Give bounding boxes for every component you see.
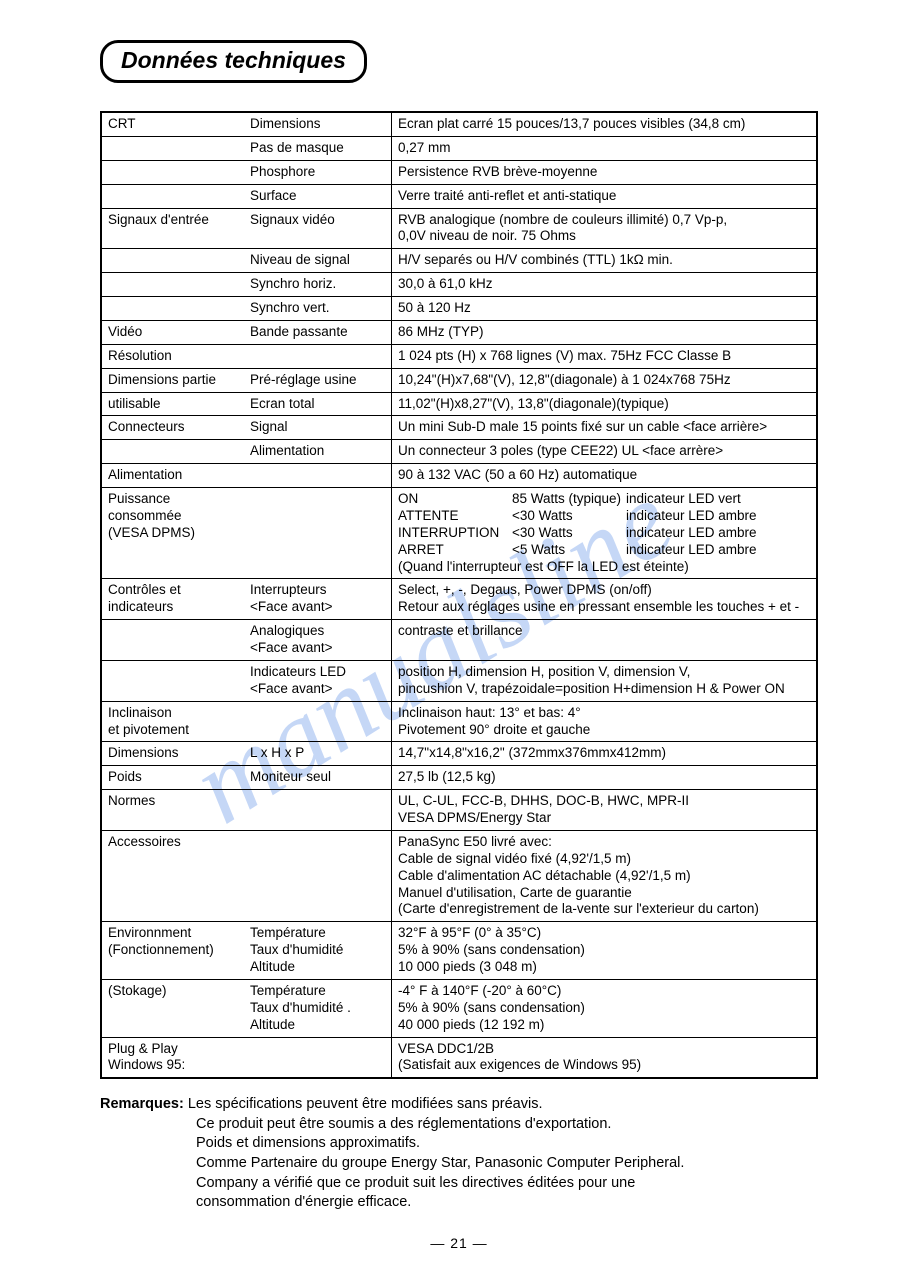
spec-value: 0,27 mm — [392, 136, 818, 160]
spec-param: Signal — [244, 416, 392, 440]
spec-param: Moniteur seul — [244, 766, 392, 790]
spec-category — [101, 440, 244, 464]
spec-category: Signaux d'entrée — [101, 208, 244, 249]
spec-value: 30,0 à 61,0 kHz — [392, 273, 818, 297]
spec-param: Ecran total — [244, 392, 392, 416]
spec-value: 1 024 pts (H) x 768 lignes (V) max. 75Hz… — [392, 344, 818, 368]
spec-category — [101, 160, 244, 184]
spec-category: Accessoires — [101, 830, 244, 921]
spec-category: Résolution — [101, 344, 244, 368]
spec-category: Dimensions partie — [101, 368, 244, 392]
spec-param: Phosphore — [244, 160, 392, 184]
spec-param: Alimentation — [244, 440, 392, 464]
spec-category — [101, 184, 244, 208]
spec-value: 86 MHz (TYP) — [392, 320, 818, 344]
spec-param: Bande passante — [244, 320, 392, 344]
spec-value: Un connecteur 3 poles (type CEE22) UL <f… — [392, 440, 818, 464]
spec-category: Dimensions — [101, 742, 244, 766]
spec-category: Plug & PlayWindows 95: — [101, 1037, 244, 1078]
spec-value: PanaSync E50 livré avec:Cable de signal … — [392, 830, 818, 921]
spec-param — [244, 344, 392, 368]
spec-param — [244, 464, 392, 488]
spec-param: Synchro horiz. — [244, 273, 392, 297]
spec-category: utilisable — [101, 392, 244, 416]
spec-category: Alimentation — [101, 464, 244, 488]
spec-param — [244, 1037, 392, 1078]
spec-category — [101, 297, 244, 321]
spec-category: Normes — [101, 790, 244, 831]
remarks-first-line: Les spécifications peuvent être modifiée… — [188, 1096, 543, 1112]
spec-value: Inclinaison haut: 13° et bas: 4°Pivoteme… — [392, 701, 818, 742]
spec-table: CRTDimensionsEcran plat carré 15 pouces/… — [100, 111, 818, 1079]
spec-category: Poids — [101, 766, 244, 790]
spec-param: Surface — [244, 184, 392, 208]
spec-param — [244, 488, 392, 579]
spec-category: (Stokage) — [101, 979, 244, 1037]
remarks-line: Ce produit peut être soumis a des réglem… — [196, 1115, 818, 1135]
spec-category — [101, 620, 244, 661]
spec-category: Environnment(Fonctionnement) — [101, 922, 244, 980]
spec-category: Vidéo — [101, 320, 244, 344]
spec-param: TempératureTaux d'humiditéAltitude — [244, 922, 392, 980]
spec-param: Niveau de signal — [244, 249, 392, 273]
spec-category: Connecteurs — [101, 416, 244, 440]
page-title: Données techniques — [100, 40, 367, 83]
spec-param: Interrupteurs<Face avant> — [244, 579, 392, 620]
spec-value: 32°F à 95°F (0° à 35°C)5% à 90% (sans co… — [392, 922, 818, 980]
spec-value: UL, C-UL, FCC-B, DHHS, DOC-B, HWC, MPR-I… — [392, 790, 818, 831]
spec-param: Synchro vert. — [244, 297, 392, 321]
spec-param: Dimensions — [244, 112, 392, 136]
spec-param — [244, 790, 392, 831]
spec-value: Persistence RVB brève-moyenne — [392, 160, 818, 184]
spec-param: TempératureTaux d'humidité .Altitude — [244, 979, 392, 1037]
spec-value: -4° F à 140°F (-20° à 60°C)5% à 90% (san… — [392, 979, 818, 1037]
spec-param: Signaux vidéo — [244, 208, 392, 249]
spec-value: 10,24"(H)x7,68"(V), 12,8"(diagonale) à 1… — [392, 368, 818, 392]
spec-value: RVB analogique (nombre de couleurs illim… — [392, 208, 818, 249]
remarks-line: Comme Partenaire du groupe Energy Star, … — [196, 1154, 818, 1174]
spec-value: Select, +, -, Degaus, Power DPMS (on/off… — [392, 579, 818, 620]
remarks-line: Poids et dimensions approximatifs. — [196, 1134, 818, 1154]
page-number: — 21 — — [100, 1235, 818, 1251]
spec-param: Pas de masque — [244, 136, 392, 160]
spec-param: L x H x P — [244, 742, 392, 766]
spec-value: Un mini Sub-D male 15 points fixé sur un… — [392, 416, 818, 440]
spec-category — [101, 249, 244, 273]
spec-value: H/V separés ou H/V combinés (TTL) 1kΩ mi… — [392, 249, 818, 273]
spec-value: Verre traité anti-reflet et anti-statiqu… — [392, 184, 818, 208]
spec-param: Analogiques<Face avant> — [244, 620, 392, 661]
remarks-label: Remarques: — [100, 1096, 184, 1112]
spec-param: Pré-réglage usine — [244, 368, 392, 392]
remarks-block: Remarques: Les spécifications peuvent êt… — [100, 1095, 818, 1212]
spec-category — [101, 136, 244, 160]
spec-value: position H, dimension H, position V, dim… — [392, 660, 818, 701]
spec-param — [244, 701, 392, 742]
spec-value: Ecran plat carré 15 pouces/13,7 pouces v… — [392, 112, 818, 136]
spec-category: Contrôles etindicateurs — [101, 579, 244, 620]
spec-category — [101, 273, 244, 297]
spec-category: Inclinaisonet pivotement — [101, 701, 244, 742]
spec-value: 14,7"x14,8"x16,2" (372mmx376mmx412mm) — [392, 742, 818, 766]
spec-value: 50 à 120 Hz — [392, 297, 818, 321]
spec-value: 90 à 132 VAC (50 a 60 Hz) automatique — [392, 464, 818, 488]
remarks-line: Company a vérifié que ce produit suit le… — [196, 1174, 818, 1194]
remarks-line: consommation d'énergie efficace. — [196, 1193, 818, 1213]
spec-value: ON85 Watts (typique)indicateur LED vertA… — [392, 488, 818, 579]
spec-param — [244, 830, 392, 921]
spec-param: Indicateurs LED<Face avant> — [244, 660, 392, 701]
spec-category: CRT — [101, 112, 244, 136]
spec-value: contraste et brillance — [392, 620, 818, 661]
spec-value: VESA DDC1/2B(Satisfait aux exigences de … — [392, 1037, 818, 1078]
spec-value: 27,5 lb (12,5 kg) — [392, 766, 818, 790]
spec-value: 11,02"(H)x8,27"(V), 13,8"(diagonale)(typ… — [392, 392, 818, 416]
spec-category: Puissanceconsommée(VESA DPMS) — [101, 488, 244, 579]
spec-category — [101, 660, 244, 701]
